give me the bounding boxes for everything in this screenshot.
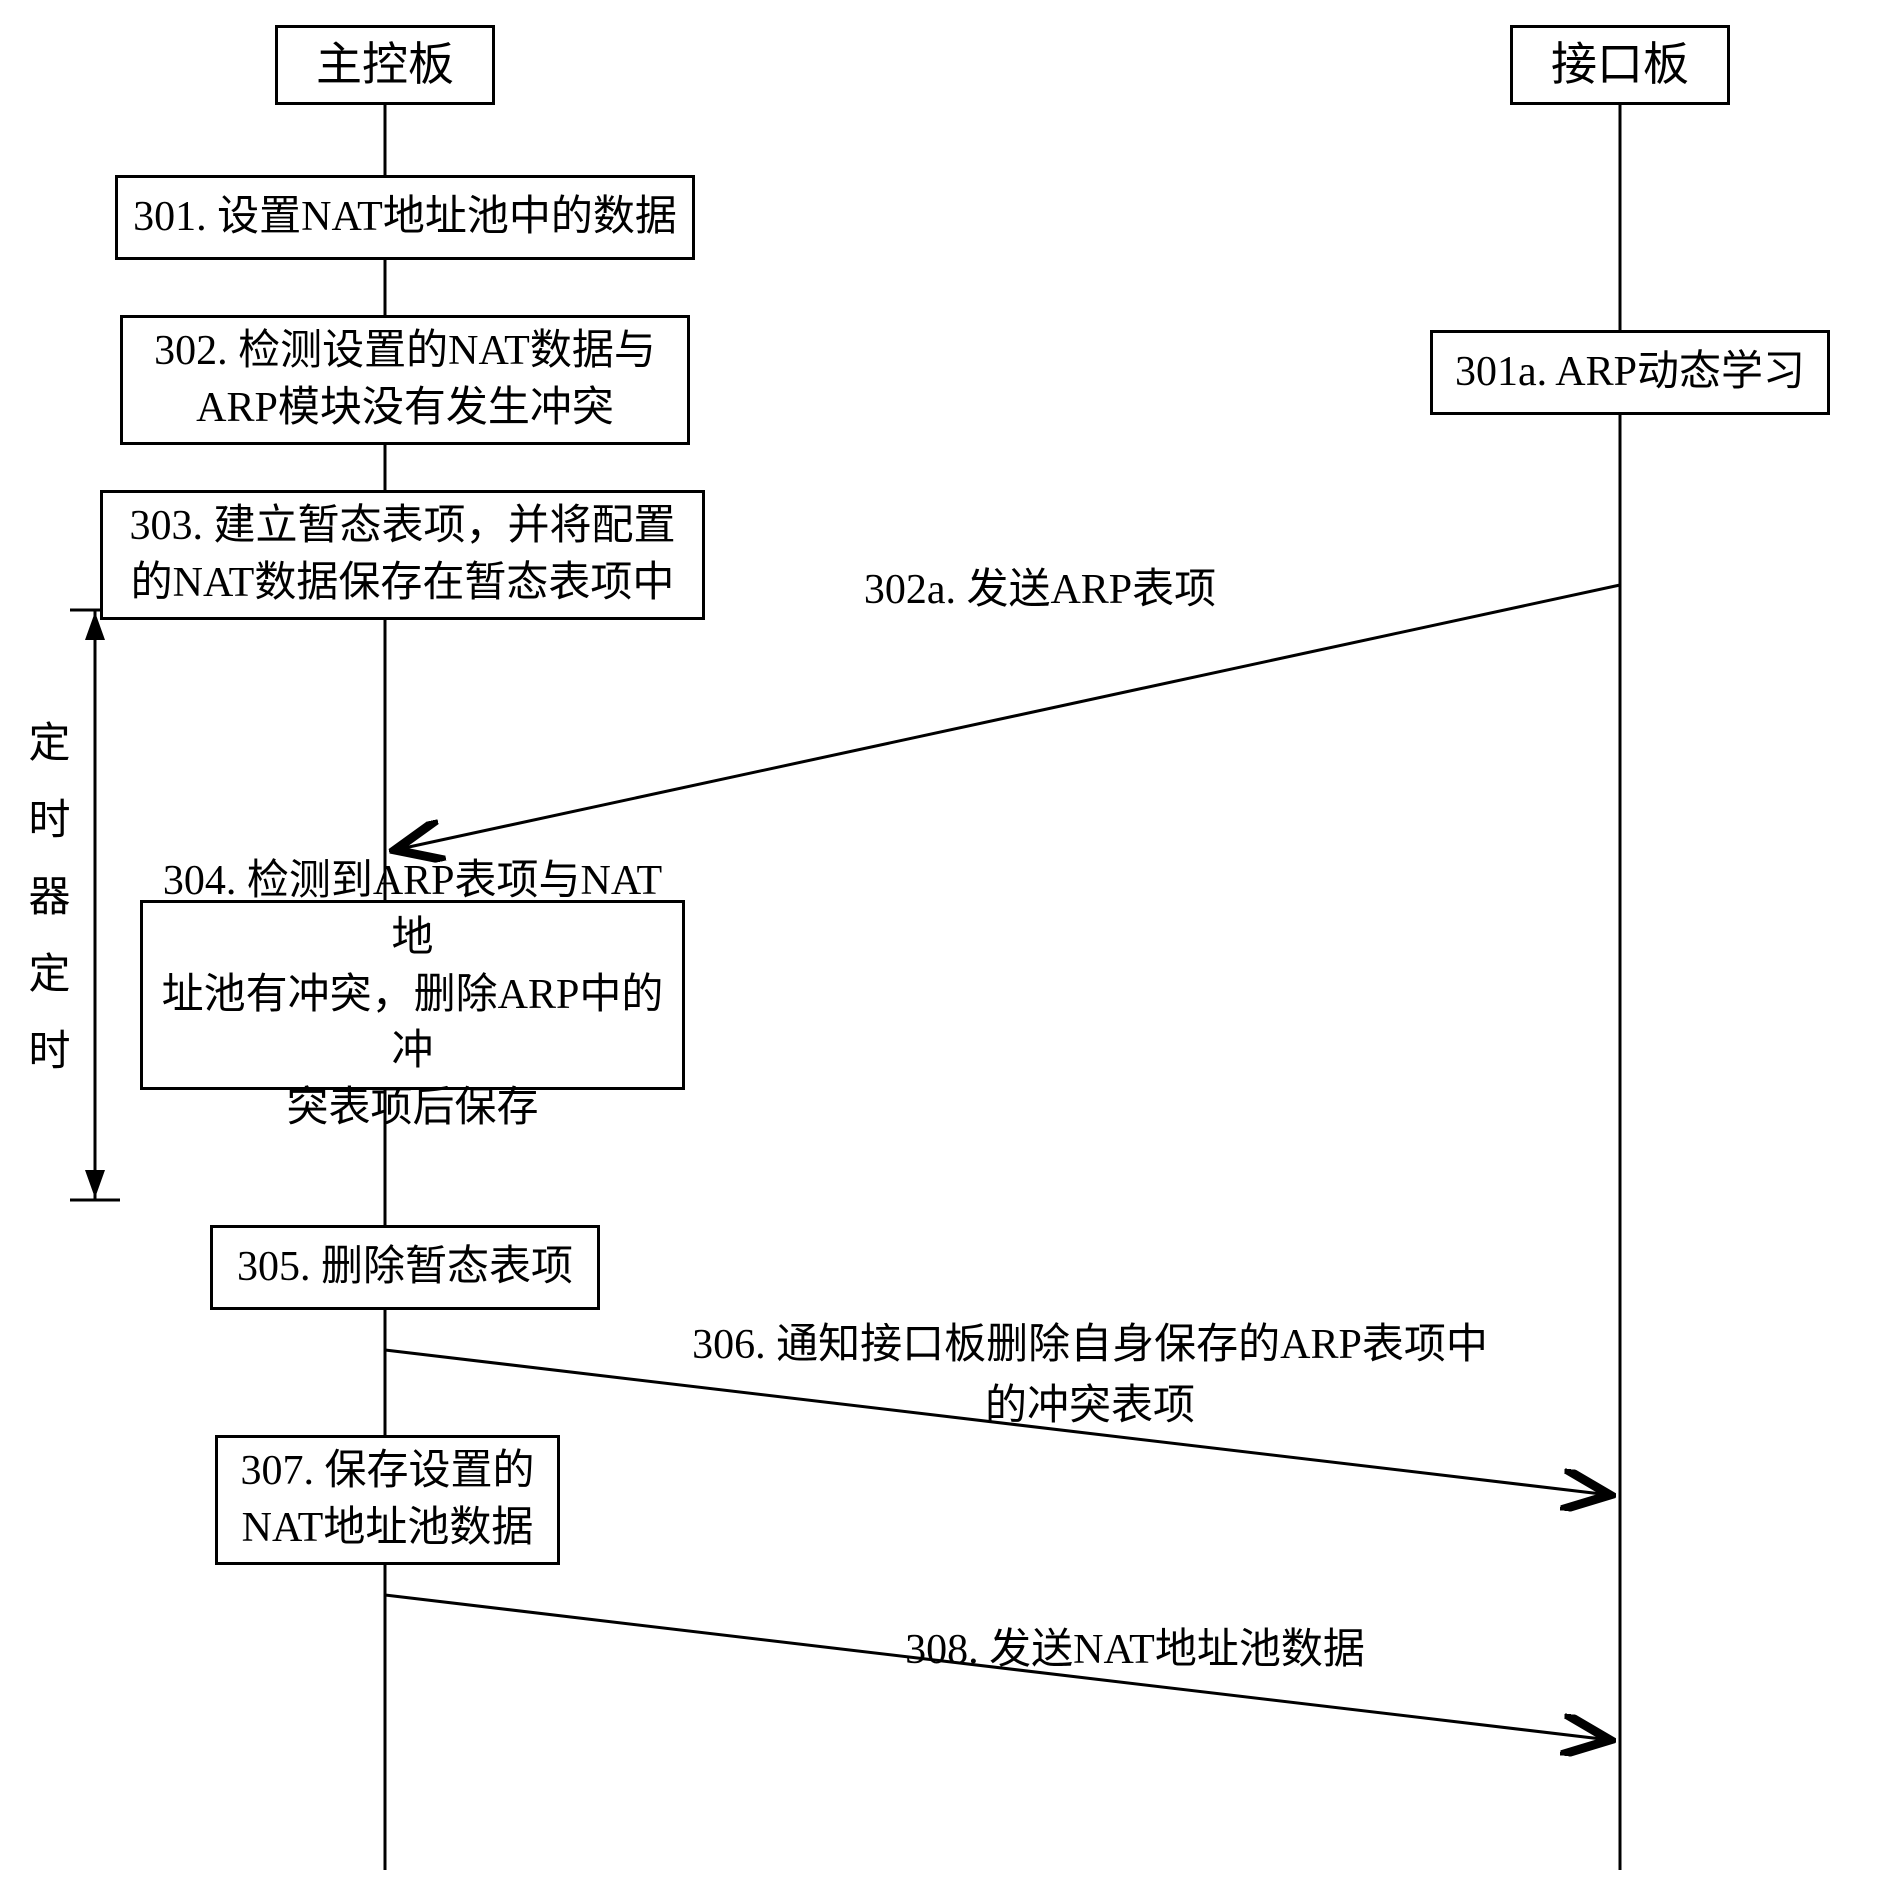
msg-306-text: 306. 通知接口板删除自身保存的ARP表项中的冲突表项 bbox=[692, 1322, 1488, 1429]
step-301-text: 301. 设置NAT地址池中的数据 bbox=[133, 189, 677, 246]
msg-308-text: 308. 发送NAT地址池数据 bbox=[905, 1627, 1365, 1673]
step-304-text: 304. 检测到ARP表项与NAT地址池有冲突，删除ARP中的冲突表项后保存 bbox=[157, 853, 668, 1136]
step-307: 307. 保存设置的NAT地址池数据 bbox=[215, 1435, 560, 1565]
lifeline-interface-board: 接口板 bbox=[1510, 25, 1730, 105]
timer-label-text: 定时器定时 bbox=[22, 720, 68, 1105]
msg-308-label: 308. 发送NAT地址池数据 bbox=[855, 1615, 1415, 1676]
msg-306-label: 306. 通知接口板删除自身保存的ARP表项中的冲突表项 bbox=[650, 1310, 1530, 1432]
step-301a-text: 301a. ARP动态学习 bbox=[1455, 344, 1805, 401]
step-301: 301. 设置NAT地址池中的数据 bbox=[115, 175, 695, 260]
step-302-text: 302. 检测设置的NAT数据与ARP模块没有发生冲突 bbox=[154, 323, 656, 436]
step-305-text: 305. 删除暂态表项 bbox=[237, 1239, 573, 1296]
step-307-text: 307. 保存设置的NAT地址池数据 bbox=[240, 1443, 534, 1556]
lifeline-interface-board-label: 接口板 bbox=[1551, 34, 1689, 96]
step-303-text: 303. 建立暂态表项，并将配置的NAT数据保存在暂态表项中 bbox=[129, 498, 675, 611]
step-304: 304. 检测到ARP表项与NAT地址池有冲突，删除ARP中的冲突表项后保存 bbox=[140, 900, 685, 1090]
step-302: 302. 检测设置的NAT数据与ARP模块没有发生冲突 bbox=[120, 315, 690, 445]
step-303: 303. 建立暂态表项，并将配置的NAT数据保存在暂态表项中 bbox=[100, 490, 705, 620]
lifeline-main-board: 主控板 bbox=[275, 25, 495, 105]
lifeline-main-board-label: 主控板 bbox=[316, 34, 454, 96]
step-301a: 301a. ARP动态学习 bbox=[1430, 330, 1830, 415]
msg-302a-text: 302a. 发送ARP表项 bbox=[864, 567, 1216, 613]
sequence-diagram: 主控板 接口板 301. 设置NAT地址池中的数据 302. 检测设置的NAT数… bbox=[0, 0, 1903, 1900]
step-305: 305. 删除暂态表项 bbox=[210, 1225, 600, 1310]
timer-label: 定时器定时 bbox=[15, 720, 76, 1105]
msg-302a-label: 302a. 发送ARP表项 bbox=[830, 555, 1250, 616]
